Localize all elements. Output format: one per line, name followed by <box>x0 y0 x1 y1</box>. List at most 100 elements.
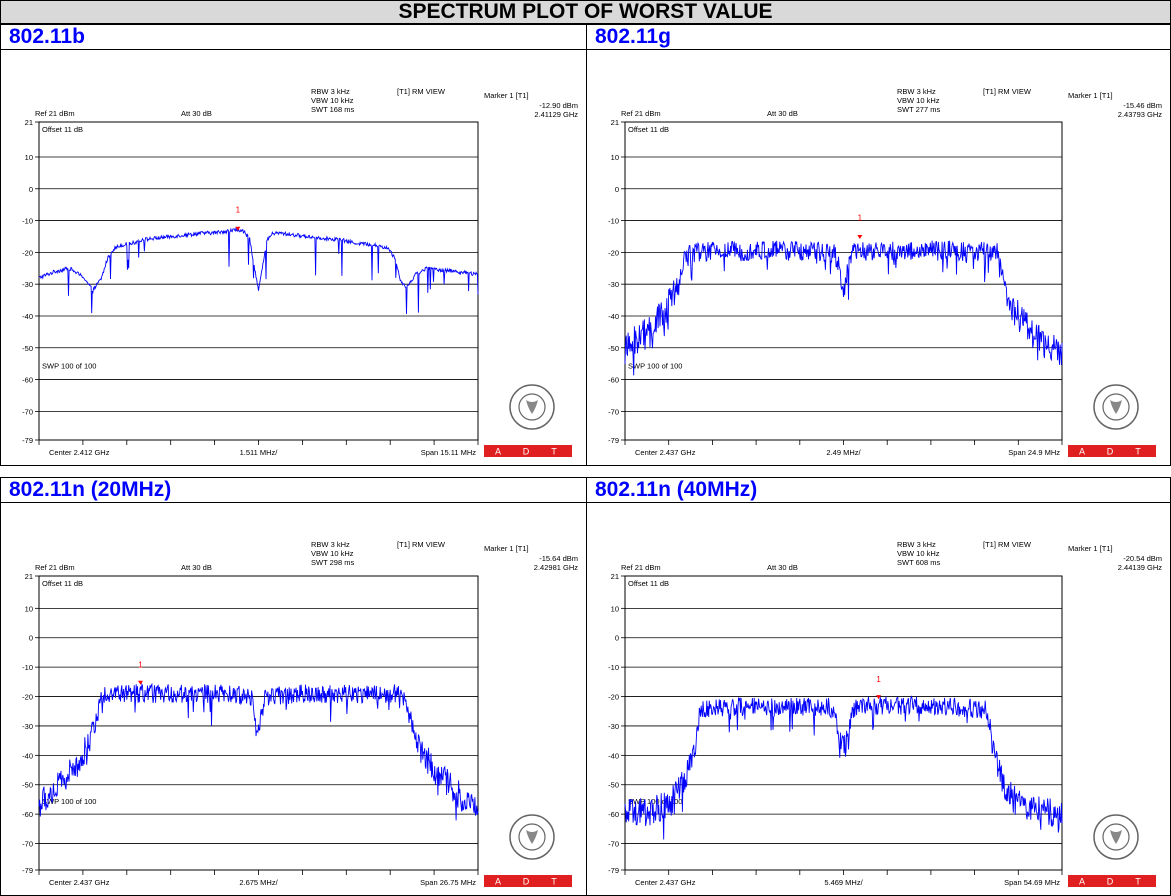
marker-number: 1 <box>236 205 241 214</box>
marker-number: 1 <box>858 213 863 222</box>
span-label: Span 24.9 MHz <box>1008 448 1060 457</box>
ref-level-label: Ref 21 dBm <box>621 563 661 572</box>
attenuation-label: Att 30 dB <box>767 563 798 572</box>
y-tick-label: -30 <box>608 280 619 289</box>
adt-logo-letter: T <box>1135 447 1141 457</box>
marker-number: 1 <box>138 661 143 670</box>
rbw-label: RBW 3 kHz <box>311 540 350 549</box>
plot-frame <box>624 121 1063 441</box>
y-tick-label: 10 <box>25 604 33 613</box>
y-tick-label: 0 <box>615 634 619 643</box>
adt-logo-letter: T <box>551 447 557 457</box>
per-division-label: 2.675 MHz/ <box>239 878 278 887</box>
ref-level-label: Ref 21 dBm <box>35 109 75 118</box>
marker-symbol <box>857 234 863 239</box>
vbw-label: VBW 10 kHz <box>311 549 354 558</box>
sweep-count-label: SWP 100 of 100 <box>628 797 682 806</box>
y-tick-label: -20 <box>608 248 619 257</box>
bureau-veritas-seal-inner <box>518 393 546 421</box>
y-tick-label: -60 <box>608 810 619 819</box>
attenuation-label: Att 30 dB <box>181 109 212 118</box>
sweep-count-label: SWP 100 of 100 <box>42 797 96 806</box>
span-label: Span 15.11 MHz <box>421 448 477 457</box>
y-tick-label: -50 <box>608 781 619 790</box>
bureau-veritas-seal-inner <box>1102 823 1130 851</box>
y-tick-label: 0 <box>29 185 33 194</box>
adt-logo-bar <box>484 875 572 887</box>
per-division-label: 1.511 MHz/ <box>240 448 279 457</box>
y-tick-label: -40 <box>22 312 33 321</box>
y-tick-label: -50 <box>608 344 619 353</box>
y-tick-label: -79 <box>608 436 619 445</box>
adt-logo-letter: A <box>1079 877 1085 887</box>
y-tick-label: -60 <box>22 810 33 819</box>
y-tick-label: -10 <box>608 217 619 226</box>
spectrum-panel-802-11n-20mhz: Ref 21 dBm Att 30 dB RBW 3 kHz VBW 10 kHz SW… <box>0 502 587 896</box>
rbw-label: RBW 3 kHz <box>897 87 936 96</box>
per-division-label: 2.49 MHz/ <box>826 448 861 457</box>
marker-symbol <box>138 680 144 685</box>
y-tick-label: -10 <box>22 663 33 672</box>
y-tick-label: -50 <box>22 344 33 353</box>
y-tick-label: -79 <box>608 866 619 875</box>
y-tick-label: 21 <box>25 572 33 581</box>
y-tick-label: 10 <box>611 153 619 162</box>
sweep-count-label: SWP 100 of 100 <box>628 361 682 370</box>
marker-symbol <box>235 226 241 231</box>
y-tick-label: -30 <box>608 722 619 731</box>
y-tick-label: -50 <box>22 781 33 790</box>
adt-logo-letter: A <box>495 447 501 457</box>
spectrum-panel-802-11g: Ref 21 dBm Att 30 dB RBW 3 kHz VBW 10 kHz SW… <box>586 49 1171 466</box>
seal-emblem-icon <box>526 830 538 844</box>
y-tick-label: -70 <box>22 840 33 849</box>
offset-label: Offset 11 dB <box>42 125 83 134</box>
marker-title: Marker 1 [T1] <box>1068 544 1113 553</box>
marker-level: -15.64 dBm <box>539 554 578 563</box>
marker-level: -15.46 dBm <box>1123 101 1162 110</box>
spectrum-panel-802-11b: Ref 21 dBm Att 30 dB RBW 3 kHz VBW 10 kHz SW… <box>0 49 587 466</box>
center-frequency-label: Center 2.437 GHz <box>49 878 110 887</box>
y-tick-label: -40 <box>22 751 33 760</box>
y-tick-label: 0 <box>615 185 619 194</box>
swt-label: SWT 608 ms <box>897 558 940 567</box>
marker-level: -20.54 dBm <box>1123 554 1162 563</box>
y-tick-label: -30 <box>22 722 33 731</box>
vbw-label: VBW 10 kHz <box>311 96 354 105</box>
ref-level-label: Ref 21 dBm <box>621 109 661 118</box>
plot-frame <box>624 575 1063 871</box>
center-frequency-label: Center 2.437 GHz <box>635 448 696 457</box>
vbw-label: VBW 10 kHz <box>897 549 940 558</box>
adt-logo-letter: D <box>1107 447 1114 457</box>
marker-title: Marker 1 [T1] <box>484 544 529 553</box>
adt-logo-bar <box>1068 445 1156 457</box>
attenuation-label: Att 30 dB <box>767 109 798 118</box>
swt-label: SWT 298 ms <box>311 558 354 567</box>
bureau-veritas-seal-inner <box>1102 393 1130 421</box>
y-tick-label: -20 <box>22 248 33 257</box>
spectrum-trace <box>38 226 479 315</box>
panel-label-802-11g: 802.11g <box>586 24 1171 50</box>
y-tick-label: -20 <box>22 693 33 702</box>
y-tick-label: 0 <box>29 634 33 643</box>
marker-title: Marker 1 [T1] <box>1068 91 1113 100</box>
trace-view-label: [T1] RM VIEW <box>983 540 1032 549</box>
swt-label: SWT 277 ms <box>897 105 940 114</box>
adt-logo-letter: A <box>495 877 501 887</box>
y-tick-label: 21 <box>611 118 619 127</box>
sweep-count-label: SWP 100 of 100 <box>42 361 96 370</box>
seal-emblem-icon <box>1110 830 1122 844</box>
rbw-label: RBW 3 kHz <box>311 87 350 96</box>
center-frequency-label: Center 2.412 GHz <box>49 448 110 457</box>
marker-frequency: 2.42981 GHz <box>534 563 578 572</box>
adt-logo-letter: D <box>523 877 530 887</box>
y-tick-label: -40 <box>608 312 619 321</box>
spectrum-trace <box>38 682 479 821</box>
y-tick-label: -60 <box>22 376 33 385</box>
spectrum-panel-802-11n-40mhz: Ref 21 dBm Att 30 dB RBW 3 kHz VBW 10 kHz SW… <box>586 502 1171 896</box>
trace-view-label: [T1] RM VIEW <box>983 87 1032 96</box>
